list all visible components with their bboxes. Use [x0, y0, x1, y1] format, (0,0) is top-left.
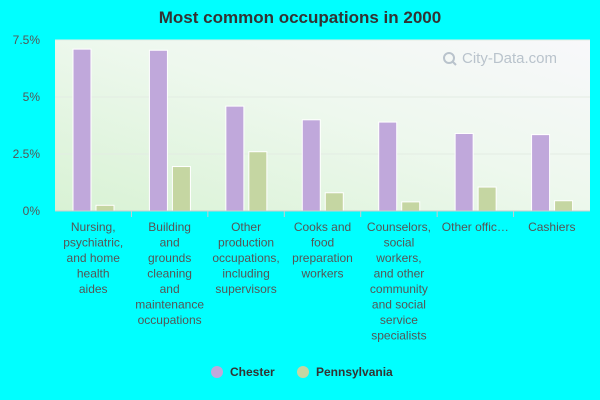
bar-pennsylvania[interactable]	[478, 187, 496, 211]
watermark-text: City-Data.com	[462, 50, 557, 67]
legend-swatch-pennsylvania	[297, 366, 309, 378]
bar-pennsylvania[interactable]	[402, 202, 420, 211]
y-tick-label: 2.5%	[13, 147, 41, 161]
category-label: Cooks and food preparation workers	[292, 220, 353, 281]
legend-swatch-chester	[211, 366, 223, 378]
legend-label-pennsylvania: Pennsylvania	[316, 365, 393, 379]
bar-chester[interactable]	[226, 106, 244, 211]
y-tick-label: 0%	[23, 204, 41, 218]
bar-pennsylvania[interactable]	[96, 205, 114, 211]
bar-pennsylvania[interactable]	[172, 167, 190, 211]
bar-chester[interactable]	[532, 135, 550, 211]
bar-pennsylvania[interactable]	[325, 193, 343, 211]
bar-chester[interactable]	[302, 120, 320, 211]
bar-pennsylvania[interactable]	[555, 201, 573, 211]
category-label: Cashiers	[528, 220, 575, 234]
bar-pennsylvania[interactable]	[249, 152, 267, 211]
category-label: Other offic…	[442, 220, 509, 234]
legend-label-chester: Chester	[230, 365, 275, 379]
bar-chester[interactable]	[149, 50, 167, 211]
y-tick-label: 5%	[23, 90, 41, 104]
category-label: Other production occupations, including supe…	[212, 220, 279, 296]
bar-chester[interactable]	[455, 133, 473, 211]
y-tick-label: 7.5%	[13, 33, 41, 47]
category-label: Building and grounds cleaning and maintenance…	[135, 220, 204, 327]
bar-chester[interactable]	[73, 49, 91, 211]
category-label: Nursing, psychiatric, and home health aides	[63, 220, 123, 296]
category-label: Counselors, social workers, and other commun…	[367, 220, 431, 343]
bar-chester[interactable]	[379, 122, 397, 211]
